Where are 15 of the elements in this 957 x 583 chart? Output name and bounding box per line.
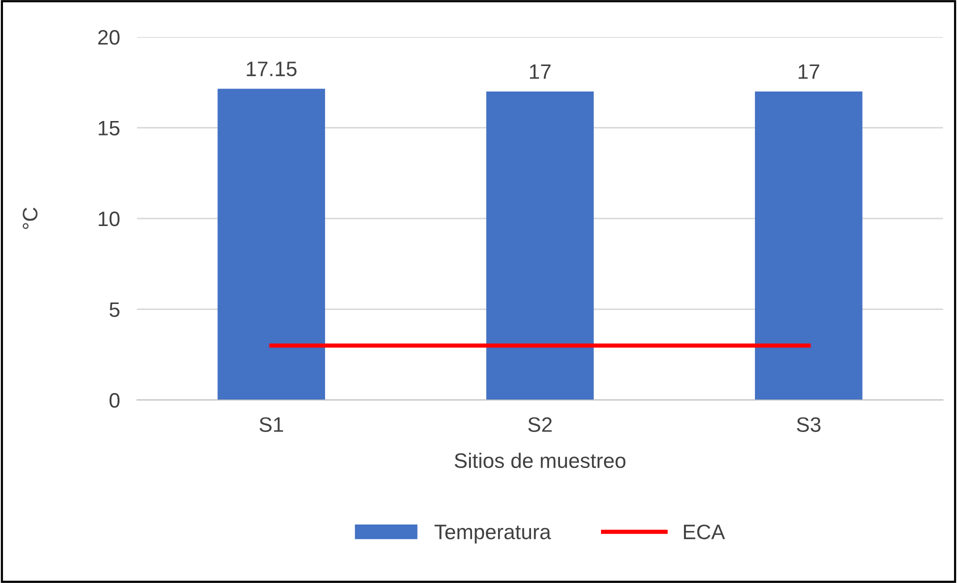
data-label: 17 (798, 64, 820, 79)
y-tick-label: 5 (110, 302, 120, 318)
x-tick-label: S1 (260, 417, 284, 432)
y-tick-label: 10 (98, 212, 120, 226)
data-label: 17 (530, 64, 551, 79)
y-axis-title: °C (22, 208, 38, 229)
x-tick-label: S2 (528, 417, 552, 432)
y-tick-label: 20 (98, 30, 120, 45)
legend-label: Temperatura (434, 524, 552, 544)
x-axis-title: Sitios de muestreo (454, 452, 626, 468)
data-label: 17.15 (246, 62, 297, 76)
y-tick-label: 0 (110, 393, 120, 408)
x-tick-label: S3 (796, 417, 820, 432)
legend-label: ECA (684, 524, 726, 540)
y-tick-label: 15 (98, 120, 120, 136)
